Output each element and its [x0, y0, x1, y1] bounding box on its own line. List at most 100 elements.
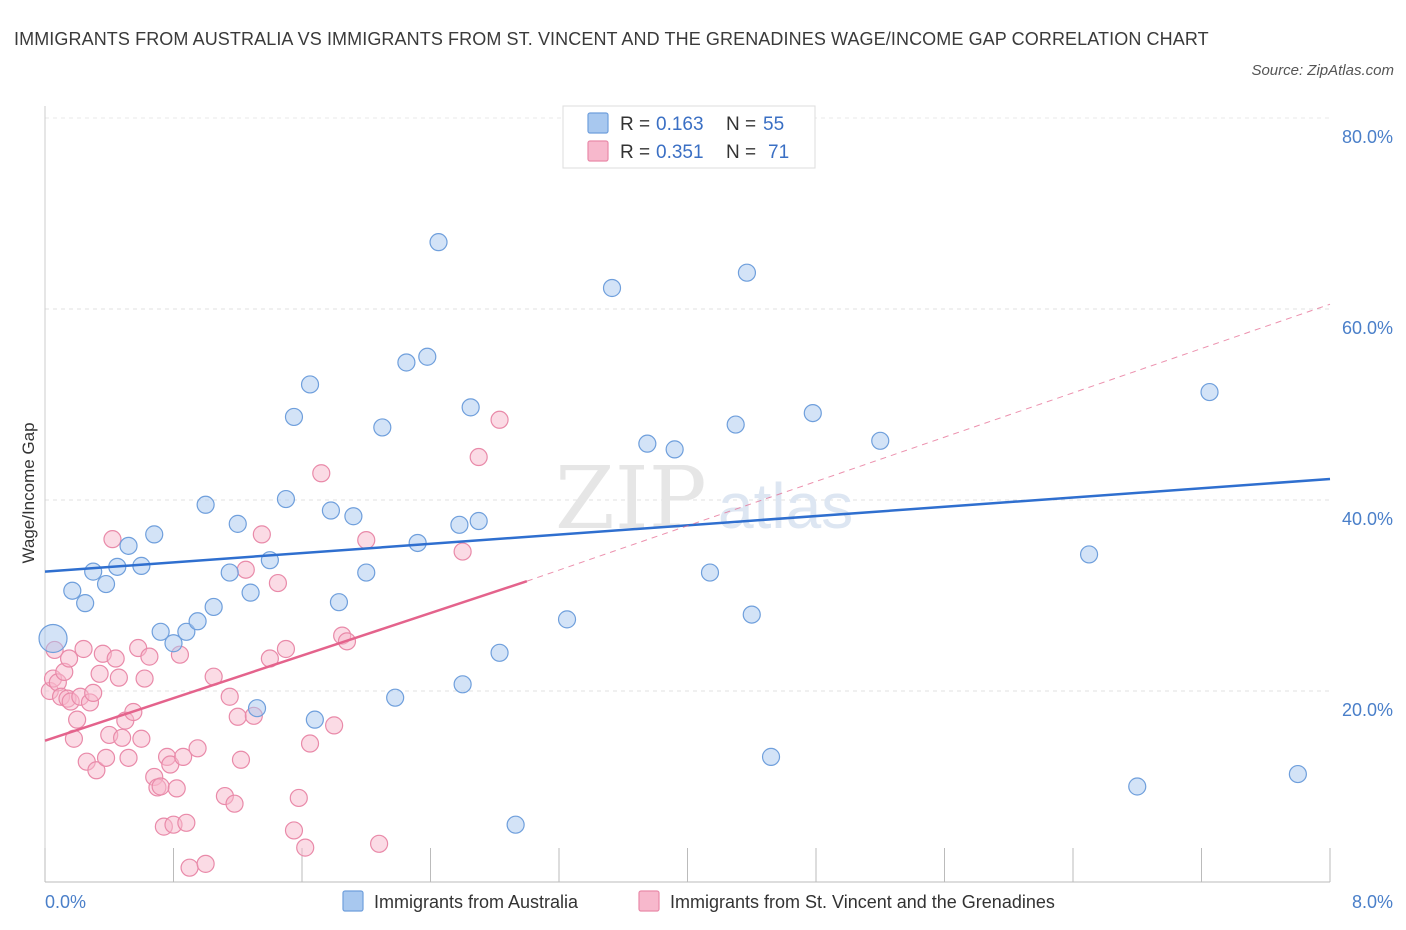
point-australia-3 [84, 562, 103, 581]
point-australia-43 [665, 440, 684, 459]
point-australia-13 [196, 495, 215, 514]
legend-swatch-st-vincent [587, 140, 609, 162]
legend-n-label-st-vincent: N = [726, 142, 756, 163]
bottom-legend-swatch-st-vincent [638, 890, 660, 912]
trend-line-extension-st-vincent [526, 303, 1331, 582]
point-australia-9 [151, 622, 170, 641]
point-australia-48 [761, 747, 781, 766]
point-st-vincent-21 [103, 530, 122, 549]
point-st-vincent-44 [188, 739, 207, 758]
point-st-vincent-16 [87, 761, 106, 780]
y-tick-label-2: 60.0% [1342, 318, 1393, 338]
point-australia-50 [871, 431, 890, 450]
point-st-vincent-34 [151, 777, 170, 796]
point-st-vincent-56 [268, 573, 288, 593]
bottom-legend-swatch-australia [342, 890, 364, 912]
point-st-vincent-10 [68, 710, 87, 729]
point-st-vincent-41 [174, 747, 193, 766]
data-points [38, 233, 1307, 877]
point-st-vincent-24 [112, 728, 132, 747]
point-st-vincent-43 [180, 858, 199, 877]
point-st-vincent-42 [177, 813, 196, 832]
point-st-vincent-48 [220, 687, 239, 706]
point-australia-45 [726, 415, 745, 434]
point-st-vincent-26 [119, 748, 138, 767]
point-st-vincent-50 [228, 707, 247, 726]
point-australia-25 [329, 593, 349, 612]
point-st-vincent-39 [167, 779, 186, 798]
point-australia-30 [397, 353, 416, 372]
point-australia-20 [276, 489, 296, 509]
point-australia-10 [164, 634, 183, 653]
point-australia-12 [188, 612, 207, 631]
legend-n-label-australia: N = [726, 114, 756, 135]
legend-r-value-st-vincent: 0.351 [656, 142, 704, 163]
point-st-vincent-70 [490, 410, 509, 429]
point-australia-14 [204, 597, 223, 617]
point-australia-51 [1079, 545, 1099, 564]
legend-r-label-australia: R = [620, 114, 650, 135]
watermark-atlas: atlas [718, 470, 853, 542]
point-st-vincent-67 [370, 834, 389, 853]
point-st-vincent-59 [289, 788, 308, 808]
point-australia-2 [76, 594, 95, 613]
point-australia-26 [344, 507, 363, 526]
point-st-vincent-66 [357, 531, 376, 550]
legend-n-value-st-vincent: 71 [768, 142, 789, 163]
point-australia-49 [803, 403, 822, 423]
point-st-vincent-31 [140, 647, 159, 666]
point-australia-0 [38, 623, 68, 654]
point-australia-23 [305, 710, 324, 729]
point-australia-35 [453, 675, 472, 694]
point-australia-11 [177, 622, 196, 641]
x-tick-label-0: 0.0% [45, 892, 86, 912]
point-st-vincent-15 [84, 683, 103, 703]
point-australia-42 [638, 434, 657, 453]
point-st-vincent-62 [312, 464, 331, 483]
point-australia-46 [737, 263, 757, 282]
point-st-vincent-49 [225, 794, 244, 813]
trend-line-st-vincent [44, 579, 528, 742]
point-st-vincent-51 [231, 750, 251, 769]
point-australia-53 [1200, 382, 1219, 402]
point-australia-40 [557, 610, 577, 629]
point-st-vincent-17 [90, 664, 109, 683]
point-australia-47 [742, 605, 761, 624]
legend-swatch-australia [587, 112, 609, 134]
point-australia-37 [469, 511, 488, 531]
point-australia-8 [145, 525, 164, 544]
point-australia-52 [1128, 777, 1147, 796]
point-australia-34 [450, 515, 469, 534]
point-australia-15 [220, 563, 239, 582]
point-st-vincent-19 [96, 748, 116, 767]
point-st-vincent-45 [196, 854, 215, 873]
point-australia-32 [418, 347, 437, 366]
grid-lines [45, 117, 1330, 692]
point-australia-33 [429, 233, 448, 252]
y-tick-label-0: 20.0% [1342, 700, 1393, 720]
point-st-vincent-60 [296, 838, 315, 857]
point-australia-39 [506, 815, 525, 834]
point-australia-1 [63, 581, 82, 600]
y-axis-title: Wage/Income Gap [19, 422, 38, 563]
point-st-vincent-54 [252, 525, 271, 544]
point-australia-18 [247, 699, 267, 718]
source-label: Source: ZipAtlas.com [1251, 62, 1394, 79]
point-st-vincent-30 [135, 669, 154, 688]
point-australia-41 [602, 278, 622, 298]
point-australia-16 [228, 514, 247, 533]
point-australia-17 [241, 583, 260, 602]
x-tick-label-1: 8.0% [1352, 892, 1393, 912]
legend-r-value-australia: 0.163 [656, 114, 704, 135]
y-tick-label-3: 80.0% [1342, 127, 1393, 147]
point-st-vincent-69 [469, 447, 488, 467]
point-st-vincent-12 [74, 639, 93, 659]
point-australia-31 [408, 533, 427, 553]
point-st-vincent-57 [276, 639, 296, 659]
point-australia-28 [373, 418, 392, 437]
chart-title: IMMIGRANTS FROM AUSTRALIA VS IMMIGRANTS … [14, 29, 1209, 49]
point-australia-27 [357, 563, 376, 582]
point-australia-54 [1288, 764, 1307, 784]
point-australia-4 [96, 574, 116, 594]
axes [44, 106, 1331, 883]
